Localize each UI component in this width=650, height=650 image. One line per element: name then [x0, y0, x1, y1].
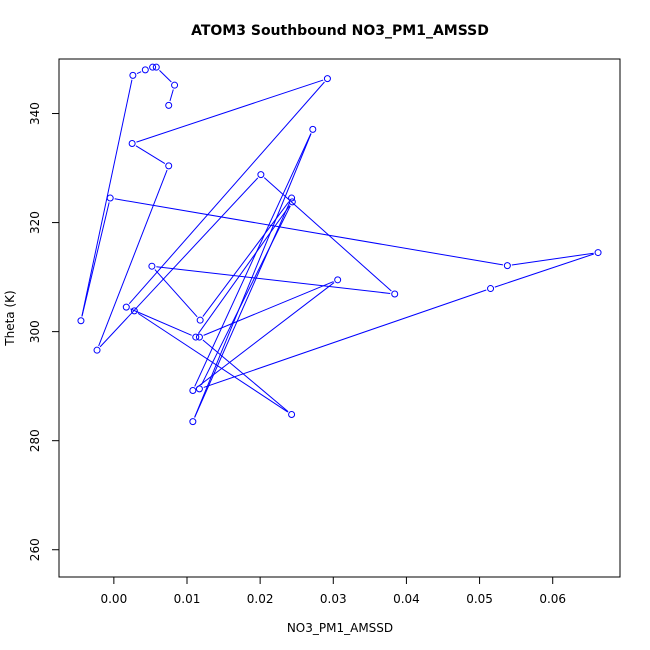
series-segment — [196, 282, 335, 389]
y-tick-label: 300 — [28, 320, 42, 343]
x-tick-label: 0.00 — [100, 592, 127, 606]
data-point — [594, 249, 602, 257]
data-point — [257, 171, 265, 179]
y-tick-label: 340 — [28, 102, 42, 125]
series-segment — [203, 289, 487, 388]
y-axis-label: Theta (K) — [3, 290, 17, 346]
x-tick-label: 0.01 — [174, 592, 201, 606]
data-point — [195, 333, 203, 341]
series-segment — [114, 198, 504, 266]
data-point — [189, 418, 197, 426]
series-segment — [200, 205, 291, 386]
data-point — [334, 276, 342, 284]
data-point — [171, 81, 179, 89]
data-point — [149, 63, 157, 71]
series-segment — [128, 81, 325, 305]
data-point — [129, 71, 137, 79]
series-segment — [156, 266, 391, 294]
series-segment — [202, 339, 289, 412]
data-point — [288, 198, 296, 206]
series-layer — [77, 63, 602, 426]
x-tick-label: 0.02 — [247, 592, 274, 606]
x-tick-label: 0.06 — [539, 592, 566, 606]
series-segment — [136, 71, 142, 75]
series-segment — [136, 79, 324, 143]
data-point — [77, 317, 85, 325]
data-point — [309, 125, 317, 133]
data-point — [122, 303, 130, 311]
y-tick-label: 260 — [28, 538, 42, 561]
data-point — [165, 101, 173, 109]
series-segment — [130, 308, 192, 336]
data-point — [93, 346, 101, 354]
data-point — [288, 194, 296, 202]
data-point — [487, 285, 495, 293]
y-tick-label: 280 — [28, 429, 42, 452]
data-point — [391, 290, 399, 298]
x-tick-label: 0.03 — [320, 592, 347, 606]
series-segment — [169, 89, 174, 102]
series-segment — [98, 169, 168, 347]
data-point — [503, 262, 511, 270]
plot-frame — [58, 58, 621, 578]
data-point — [130, 307, 138, 315]
y-tick-label: 320 — [28, 211, 42, 234]
x-axis: 0.00 0.01 0.02 0.03 0.04 0.05 0.06 — [100, 577, 566, 606]
series-segment — [194, 133, 312, 418]
data-point — [165, 162, 173, 170]
data-point — [148, 262, 156, 270]
series-segment — [81, 202, 110, 317]
series-segment — [154, 269, 198, 318]
data-point — [128, 140, 136, 148]
series-segment — [194, 133, 312, 387]
data-point — [106, 194, 114, 202]
series-segment — [511, 252, 594, 266]
data-point — [189, 387, 197, 395]
x-axis-label: NO3_PM1_AMSSD — [287, 621, 393, 635]
series-segment — [494, 253, 594, 288]
data-point — [152, 63, 160, 71]
x-tick-label: 0.04 — [393, 592, 420, 606]
series-segment — [197, 205, 291, 334]
series-segment — [99, 177, 259, 348]
series-segment — [194, 201, 291, 418]
data-point — [192, 333, 200, 341]
data-point — [288, 411, 296, 419]
y-axis: 260 280 300 320 340 — [28, 102, 59, 561]
series-segment — [135, 145, 166, 164]
series-segment — [137, 312, 289, 413]
data-point — [141, 66, 149, 74]
series-segment — [203, 281, 334, 336]
data-point — [196, 316, 204, 324]
series-segment — [159, 69, 172, 83]
chart-title: ATOM3 Southbound NO3_PM1_AMSSD — [191, 23, 489, 39]
data-point — [195, 385, 203, 393]
data-point — [323, 75, 331, 83]
x-tick-label: 0.05 — [466, 592, 493, 606]
series-segment — [202, 201, 290, 317]
